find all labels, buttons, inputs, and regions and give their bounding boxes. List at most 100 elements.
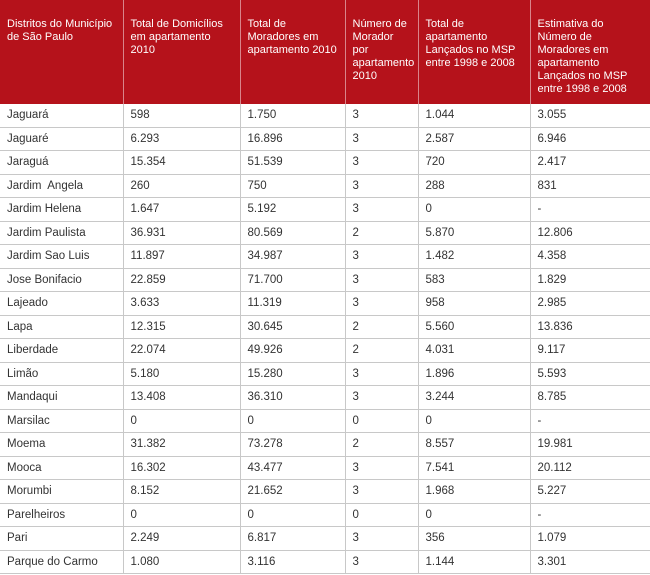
value-cell: 13.408	[123, 385, 241, 410]
value-cell: 0	[418, 503, 531, 527]
table-row: Mooca 16.302 43.477 3 7.541 20.112	[0, 456, 650, 480]
value-cell: 3	[345, 174, 419, 198]
value-cell: 12.806	[530, 221, 650, 245]
district-cell: Lapa	[0, 315, 124, 339]
value-cell: 3	[345, 550, 419, 574]
value-cell: 6.293	[123, 127, 241, 151]
value-cell: 958	[418, 291, 531, 316]
district-cell: Jaguaré	[0, 127, 124, 151]
table-row: Mandaqui 13.408 36.310 3 3.244 8.785	[0, 385, 650, 410]
value-cell: 0	[240, 409, 346, 433]
value-cell: 3.116	[240, 550, 346, 574]
value-cell: 20.112	[530, 456, 650, 480]
table-row: Parque do Carmo 1.080 3.116 3 1.144 3.301	[0, 550, 650, 574]
table-row: Pari 2.249 6.817 3 356 1.079	[0, 526, 650, 551]
value-cell: 22.074	[123, 338, 241, 363]
header-cell: Total de apartamento Lançados no MSP ent…	[418, 0, 531, 104]
value-cell: 288	[418, 174, 531, 198]
value-cell: 5.180	[123, 362, 241, 386]
value-cell: -	[530, 197, 650, 222]
district-cell: Jardim Paulista	[0, 221, 124, 245]
district-cell: Jardim Sao Luis	[0, 244, 124, 269]
value-cell: 30.645	[240, 315, 346, 339]
value-cell: 8.785	[530, 385, 650, 410]
value-cell: 1.968	[418, 479, 531, 504]
value-cell: -	[530, 503, 650, 527]
value-cell: 260	[123, 174, 241, 198]
value-cell: 3	[345, 268, 419, 292]
district-cell: Jose Bonifacio	[0, 268, 124, 292]
value-cell: 1.144	[418, 550, 531, 574]
value-cell: 1.896	[418, 362, 531, 386]
table-row: Jaraguá 15.354 51.539 3 720 2.417	[0, 150, 650, 175]
district-cell: Morumbi	[0, 479, 124, 504]
value-cell: 5.870	[418, 221, 531, 245]
value-cell: 2.587	[418, 127, 531, 151]
value-cell: 4.031	[418, 338, 531, 363]
table-row: Morumbi 8.152 21.652 3 1.968 5.227	[0, 479, 650, 504]
value-cell: 1.044	[418, 104, 531, 128]
header-cell: Distritos do Município de São Paulo	[0, 0, 124, 104]
value-cell: 16.896	[240, 127, 346, 151]
value-cell: 0	[345, 409, 419, 433]
value-cell: 2	[345, 315, 419, 339]
value-cell: 3	[345, 456, 419, 480]
value-cell: 0	[123, 409, 241, 433]
value-cell: 583	[418, 268, 531, 292]
table-row: Jardim Helena 1.647 5.192 3 0-	[0, 197, 650, 222]
value-cell: 0	[240, 503, 346, 527]
value-cell: 6.817	[240, 526, 346, 551]
value-cell: 4.358	[530, 244, 650, 269]
district-cell: Jardim Angela	[0, 174, 124, 198]
value-cell: 3	[345, 291, 419, 316]
value-cell: 15.354	[123, 150, 241, 175]
value-cell: 2.985	[530, 291, 650, 316]
value-cell: 5.593	[530, 362, 650, 386]
table-row: Jardim Angela 260 750 3 288 831	[0, 174, 650, 198]
value-cell: 3	[345, 104, 419, 128]
table-row: Jardim Sao Luis 11.897 34.987 3 1.482 4.358	[0, 244, 650, 269]
header-cell: Total de Moradores em apartamento 2010	[240, 0, 346, 104]
value-cell: 3	[345, 150, 419, 175]
value-cell: 831	[530, 174, 650, 198]
value-cell: -	[530, 409, 650, 433]
value-cell: 1.647	[123, 197, 241, 222]
district-cell: Jardim Helena	[0, 197, 124, 222]
district-cell: Parque do Carmo	[0, 550, 124, 574]
header-cell: Número de Morador por apartamento 2010	[345, 0, 419, 104]
value-cell: 73.278	[240, 432, 346, 457]
value-cell: 16.302	[123, 456, 241, 480]
table-row: Jose Bonifacio 22.859 71.700 3 583 1.829	[0, 268, 650, 292]
district-cell: Marsilac	[0, 409, 124, 433]
value-cell: 15.280	[240, 362, 346, 386]
header-row: Distritos do Município de São Paulo Total…	[0, 0, 650, 104]
value-cell: 3	[345, 197, 419, 222]
value-cell: 0	[123, 503, 241, 527]
value-cell: 22.859	[123, 268, 241, 292]
value-cell: 1.079	[530, 526, 650, 551]
value-cell: 3	[345, 127, 419, 151]
table-row: Jaguará 598 1.750 3 1.044 3.055	[0, 104, 650, 128]
value-cell: 51.539	[240, 150, 346, 175]
table-body: Jaguará 598 1.750 3 1.044 3.055 Jaguaré 6.293 16…	[0, 104, 650, 574]
table-row: Parelheiros 0 0 0 0-	[0, 503, 650, 527]
value-cell: 5.192	[240, 197, 346, 222]
value-cell: 2.417	[530, 150, 650, 175]
district-cell: Moema	[0, 432, 124, 457]
value-cell: 1.080	[123, 550, 241, 574]
value-cell: 36.931	[123, 221, 241, 245]
value-cell: 71.700	[240, 268, 346, 292]
table-row: Jardim Paulista 36.931 80.569 2 5.870 12.806	[0, 221, 650, 245]
value-cell: 3.244	[418, 385, 531, 410]
district-cell: Mooca	[0, 456, 124, 480]
value-cell: 0	[418, 197, 531, 222]
district-cell: Pari	[0, 526, 124, 551]
value-cell: 7.541	[418, 456, 531, 480]
district-cell: Limão	[0, 362, 124, 386]
value-cell: 2	[345, 432, 419, 457]
header-cell: Estimativa do Número de Moradores em apa…	[530, 0, 650, 104]
value-cell: 1.482	[418, 244, 531, 269]
value-cell: 356	[418, 526, 531, 551]
value-cell: 8.152	[123, 479, 241, 504]
